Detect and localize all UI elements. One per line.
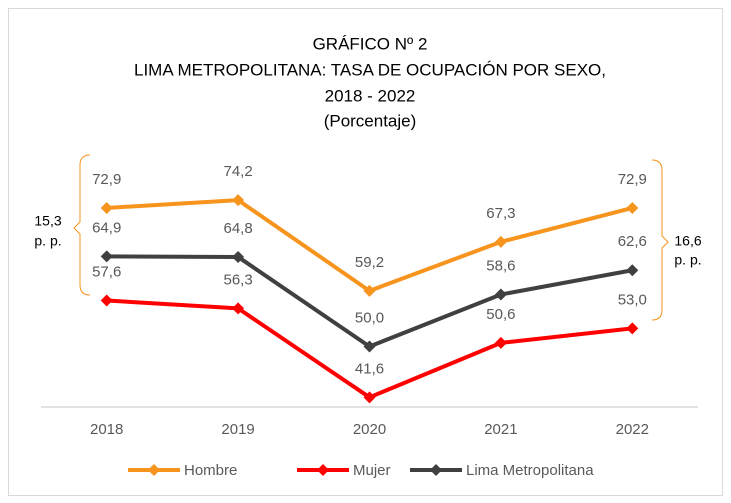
- x-tick-label: 2021: [484, 421, 517, 438]
- value-label: 50,6: [486, 306, 515, 323]
- legend-label: Lima Metropolitana: [466, 462, 594, 479]
- marker: [494, 288, 507, 301]
- annotation: 15,3: [34, 213, 61, 229]
- marker: [626, 201, 639, 214]
- x-tick-label: 2019: [221, 421, 254, 438]
- value-label: 62,6: [618, 233, 647, 250]
- value-label: 53,0: [618, 291, 647, 308]
- value-label: 74,2: [223, 163, 252, 180]
- bracket: [651, 159, 669, 321]
- value-label: 58,6: [486, 257, 515, 274]
- annotation: p. p.: [34, 233, 61, 249]
- legend-label: Mujer: [353, 462, 391, 479]
- value-label: 67,3: [486, 205, 515, 222]
- legend-marker: [148, 464, 160, 476]
- marker: [363, 340, 376, 353]
- marker: [494, 235, 507, 248]
- marker: [232, 250, 245, 263]
- chart-subtitle: LIMA METROPOLITANA: TASA DE OCUPACIÓN PO…: [134, 60, 606, 79]
- bracket: [73, 154, 91, 296]
- annotation: p. p.: [674, 252, 701, 268]
- value-label: 50,0: [355, 309, 384, 326]
- value-label: 72,9: [618, 171, 647, 188]
- x-tick-label: 2022: [616, 421, 649, 438]
- x-tick-label: 2018: [90, 421, 123, 438]
- marker: [626, 322, 639, 335]
- marker: [232, 194, 245, 207]
- marker: [494, 336, 507, 349]
- legend-marker: [430, 464, 442, 476]
- value-label: 56,3: [223, 271, 252, 288]
- marker: [100, 294, 113, 307]
- value-label: 64,8: [223, 220, 252, 237]
- marker: [100, 201, 113, 214]
- value-label: 57,6: [92, 263, 121, 280]
- value-label: 72,9: [92, 171, 121, 188]
- legend-marker: [317, 464, 329, 476]
- marker: [363, 391, 376, 404]
- chart-title: GRÁFICO Nº 2: [313, 34, 428, 53]
- value-label: 59,2: [355, 254, 384, 271]
- marker: [100, 250, 113, 263]
- value-label: 41,6: [355, 360, 384, 377]
- unit-label: (Porcentaje): [324, 111, 417, 130]
- marker: [232, 302, 245, 315]
- chart-subtitle: 2018 - 2022: [325, 86, 416, 105]
- marker: [626, 264, 639, 277]
- value-label: 64,9: [92, 219, 121, 236]
- chart-border: [8, 8, 723, 496]
- x-tick-label: 2020: [353, 421, 386, 438]
- marker: [363, 284, 376, 297]
- legend-label: Hombre: [184, 462, 237, 479]
- annotation: 16,6: [674, 233, 701, 249]
